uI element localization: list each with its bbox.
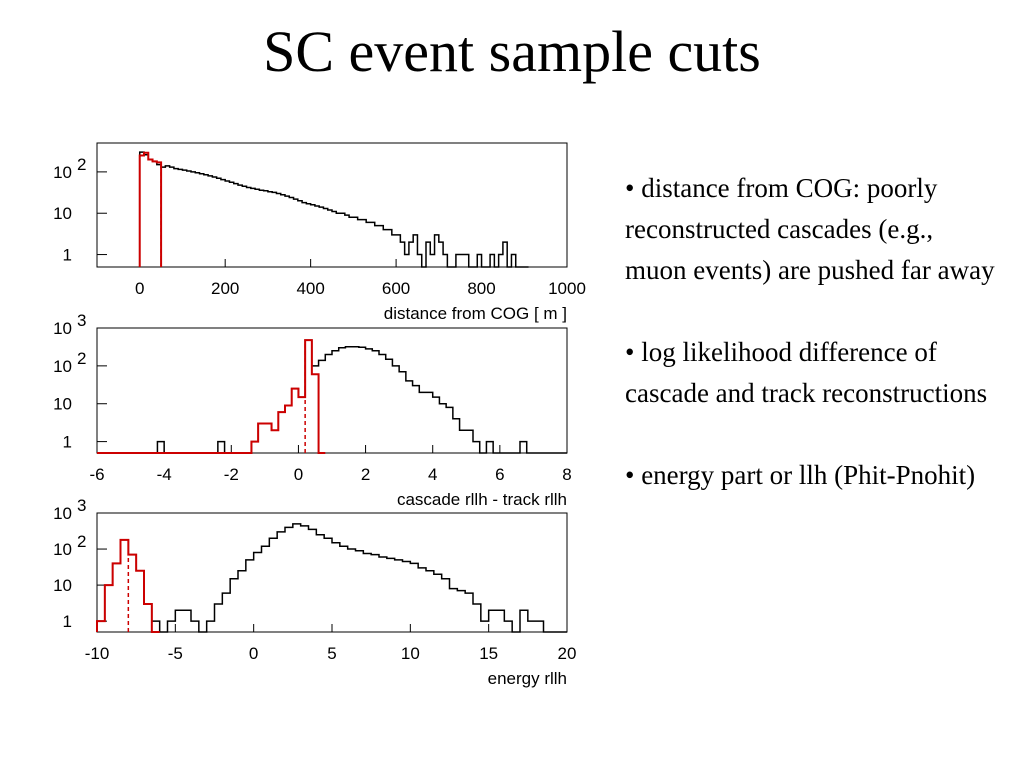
y-tick-label: 10 [53,504,72,523]
histogram-rllh-difference: -6 -4 -2 0 2 4 6 8 1 10 10 2 10 3 cascade rllh - track… [53,311,572,509]
y-tick-label: 10 [53,357,72,376]
plot-frame [96,142,568,268]
y-tick-exponent: 2 [77,532,86,551]
y-tick-label: 10 [53,319,72,338]
x-tick-label: 10 [401,644,420,663]
bullet-list: • distance from COG: poorly reconstructe… [625,168,995,537]
y-tick-exponent: 2 [77,349,86,368]
y-tick-label: 1 [63,612,72,631]
bullet-item: • energy part or llh (Phit-Pnohit) [625,460,976,490]
histogram-red-series [97,339,326,454]
x-tick-label: 8 [562,465,571,484]
y-tick-label: 10 [53,395,72,414]
plot-frame [96,512,568,633]
x-axis-label: energy rllh [488,669,567,688]
histogram-red-series [96,538,160,633]
x-tick-label: 800 [467,279,495,298]
x-tick-label: 0 [249,644,258,663]
histogram-black-series [138,151,529,268]
x-tick-label: -2 [224,465,239,484]
y-tick-label: 1 [63,433,72,452]
plot-frame [96,327,568,454]
slide-title: SC event sample cuts [263,19,761,84]
x-tick-label: -5 [168,644,183,663]
x-tick-label: 5 [327,644,336,663]
histogram-black-series [97,339,567,454]
y-tick-label: 10 [53,576,72,595]
y-tick-label: 10 [53,163,72,182]
x-tick-label: -4 [157,465,172,484]
y-tick-label: 10 [53,204,72,223]
y-tick-exponent: 3 [77,311,86,330]
x-tick-label: 15 [479,644,498,663]
histogram-red-series [138,151,163,267]
x-tick-label: 4 [428,465,437,484]
x-tick-label: 1000 [548,279,586,298]
x-tick-label: 0 [294,465,303,484]
x-tick-label: -6 [89,465,104,484]
x-tick-label: 0 [135,279,144,298]
bullet-item: • log likelihood difference of cascade a… [625,337,988,408]
x-tick-label: 200 [211,279,239,298]
histogram-black-series [96,523,567,633]
y-tick-label: 10 [53,540,72,559]
x-axis-label: cascade rllh - track rllh [397,490,567,509]
x-tick-label: 6 [495,465,504,484]
x-tick-label: 400 [296,279,324,298]
bullet-item: • distance from COG: poorly reconstructe… [625,173,995,285]
x-tick-label: 20 [558,644,577,663]
y-tick-exponent: 3 [77,496,86,515]
histogram-energy-rllh: -10 -5 0 5 10 15 20 1 10 10 2 10 3 energy rllh [53,496,576,688]
x-tick-label: 2 [361,465,370,484]
x-axis-label: distance from COG [ m ] [384,304,567,323]
y-tick-exponent: 2 [77,155,86,174]
y-tick-label: 1 [63,246,72,265]
histogram-distance-from-cog: 0 200 400 600 800 1000 1 10 10 2 distance from COG… [53,142,586,323]
x-tick-label: -10 [85,644,110,663]
x-tick-label: 600 [382,279,410,298]
